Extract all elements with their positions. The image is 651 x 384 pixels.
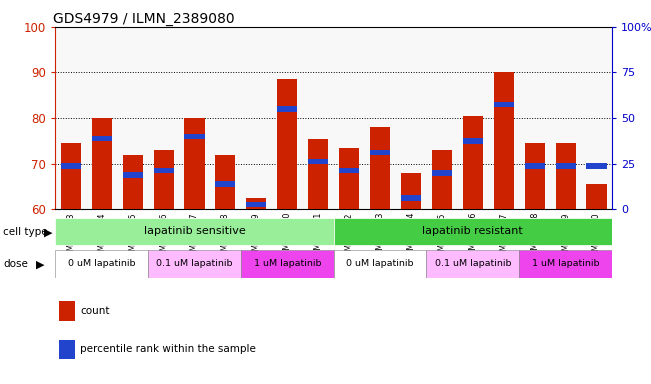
Bar [122,172,143,178]
Bar [308,159,328,164]
Bar [55,217,333,245]
Bar [246,198,266,209]
Bar [184,134,204,139]
Text: 0 uM lapatinib: 0 uM lapatinib [346,260,414,268]
Bar [493,102,514,107]
Text: 0 uM lapatinib: 0 uM lapatinib [68,260,135,268]
Bar [401,195,421,200]
Bar [184,118,204,209]
Text: 1 uM lapatinib: 1 uM lapatinib [253,260,321,268]
Text: 0.1 uM lapatinib: 0.1 uM lapatinib [156,260,233,268]
Bar [339,168,359,173]
Bar [154,150,174,209]
Bar [525,143,545,209]
Text: ▶: ▶ [44,227,53,237]
Text: cell type: cell type [3,227,48,237]
Bar [277,106,298,112]
Bar [463,138,483,144]
Bar [519,250,612,278]
Text: lapatinib resistant: lapatinib resistant [422,226,523,237]
Bar [154,168,174,173]
Bar [308,139,328,209]
Bar [122,154,143,209]
Bar [148,250,241,278]
Bar [587,163,607,169]
Bar [525,163,545,169]
Bar [277,79,298,209]
Bar [555,163,575,169]
Text: dose: dose [3,259,28,269]
Text: 0.1 uM lapatinib: 0.1 uM lapatinib [434,260,511,268]
Bar [61,163,81,169]
Text: count: count [80,306,109,316]
Bar [432,170,452,175]
Bar [92,118,112,209]
Bar [215,182,236,187]
Bar [370,149,390,155]
Bar [463,116,483,209]
Bar [333,250,426,278]
Bar [370,127,390,209]
Text: ▶: ▶ [36,259,44,269]
Text: lapatinib sensitive: lapatinib sensitive [144,226,245,237]
Bar [426,250,519,278]
Bar [215,154,236,209]
Bar [333,217,612,245]
Bar [432,150,452,209]
Text: GDS4979 / ILMN_2389080: GDS4979 / ILMN_2389080 [53,12,234,26]
Bar [401,173,421,209]
Bar [92,136,112,141]
Bar [61,143,81,209]
Bar [241,250,333,278]
Bar [587,184,607,209]
Bar [339,148,359,209]
Bar [493,73,514,209]
Text: 1 uM lapatinib: 1 uM lapatinib [532,260,600,268]
Bar [246,202,266,207]
Bar [555,143,575,209]
Bar [55,250,148,278]
Text: percentile rank within the sample: percentile rank within the sample [80,344,256,354]
